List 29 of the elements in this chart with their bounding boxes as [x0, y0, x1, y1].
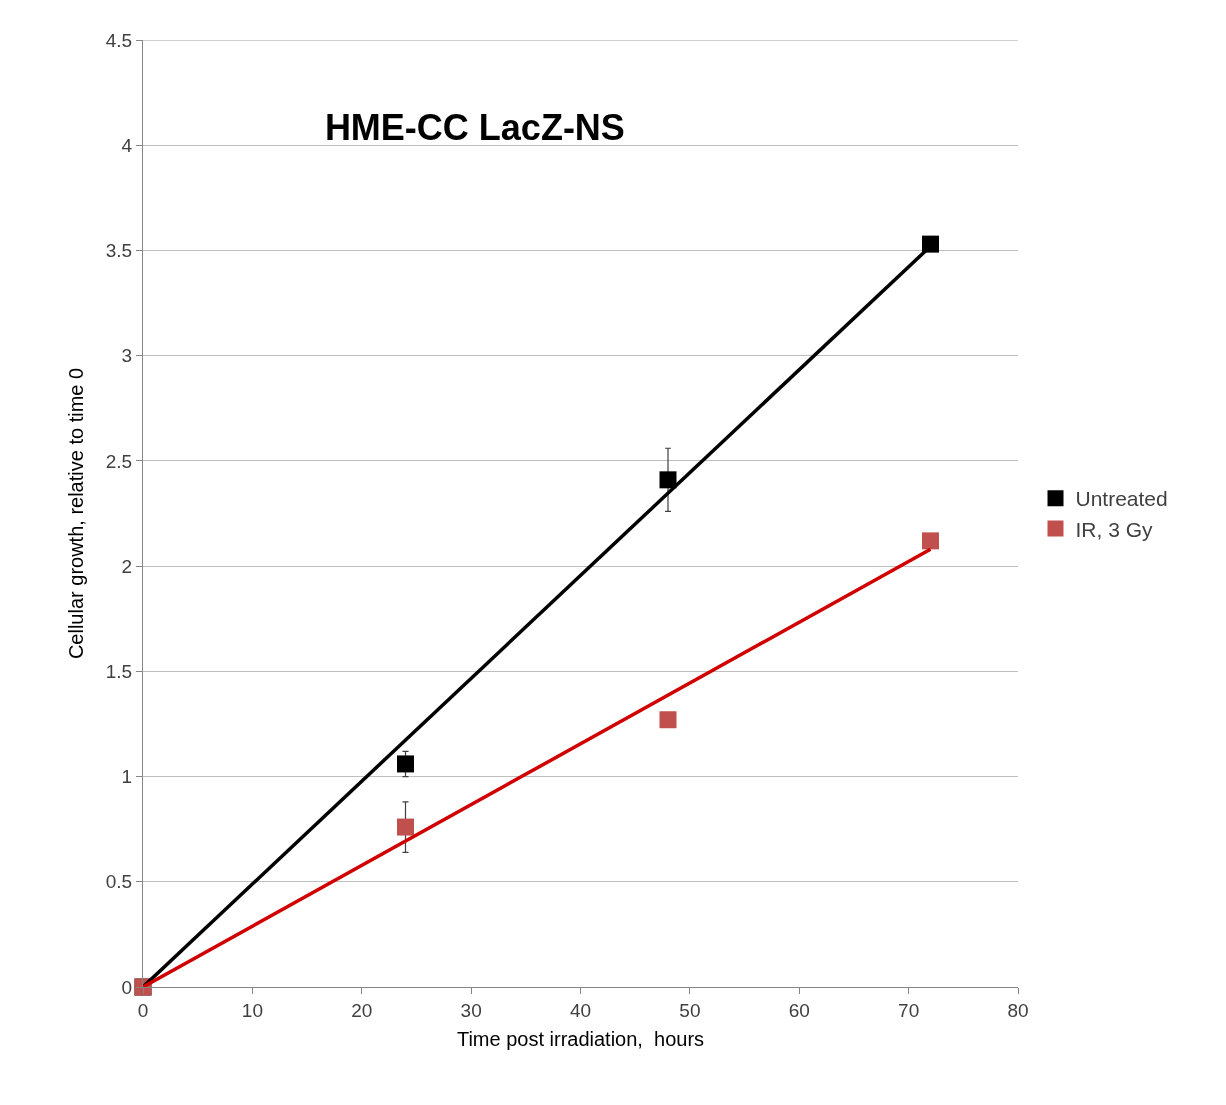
point — [397, 818, 414, 836]
y-tick-label: 0 — [121, 976, 133, 998]
y-tick-label: 1.5 — [105, 660, 133, 682]
y-tick-label: 1 — [121, 766, 133, 788]
x-tick-label: 20 — [351, 999, 373, 1021]
y-tick-label: 3 — [121, 345, 133, 367]
x-tick-label: 40 — [569, 999, 592, 1021]
y-tick-label: 2.5 — [105, 450, 133, 472]
point — [922, 532, 939, 550]
legend-label: IR, 3 Gy — [1075, 517, 1154, 541]
point — [397, 755, 414, 773]
x-tick-label: 10 — [241, 999, 263, 1021]
text: HME-CC LacZ-NS — [324, 106, 625, 148]
point — [659, 471, 677, 489]
y-tick-label: 2 — [121, 555, 133, 577]
x-tick-label: 60 — [788, 999, 810, 1021]
y-axis-title: Cellular growth, relative to time 0 — [65, 367, 88, 660]
y-tick-label: 3.5 — [105, 240, 133, 262]
legend-label: Untreated — [1075, 487, 1168, 511]
x-axis-title: Time post irradiation, hours — [456, 1028, 705, 1051]
y-tick-label: 4 — [121, 134, 133, 156]
x-tick-label: 80 — [1007, 999, 1029, 1021]
x-tick-label: 30 — [460, 999, 482, 1021]
x-tick-label: 70 — [898, 999, 920, 1021]
y-tick-label: 0.5 — [105, 871, 133, 893]
y-tick-label: 4.5 — [105, 29, 133, 51]
point — [659, 711, 677, 729]
x-tick-label: 50 — [679, 999, 701, 1021]
x-tick-label: 0 — [137, 999, 149, 1021]
